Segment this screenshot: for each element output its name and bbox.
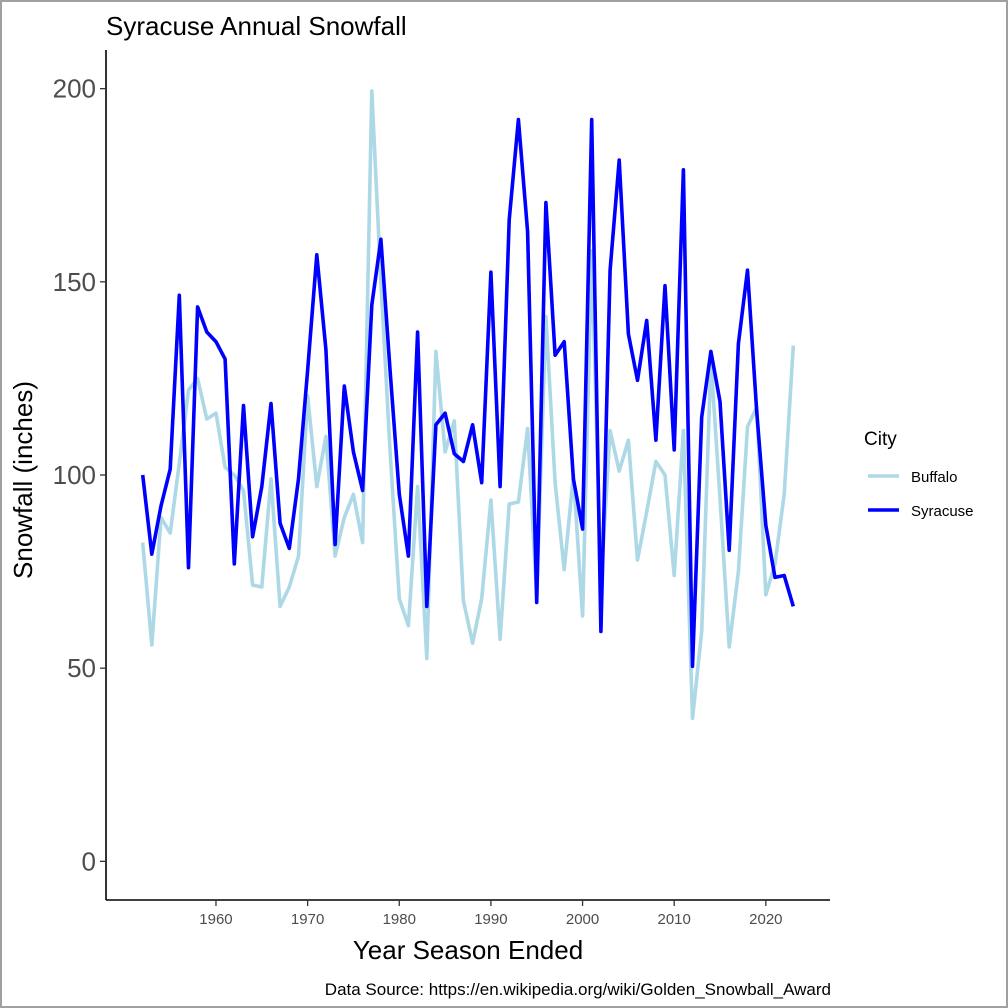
- y-tick-label: 0: [82, 846, 96, 876]
- y-tick-label: 150: [53, 267, 96, 297]
- x-tick-label: 1990: [474, 911, 507, 928]
- x-axis-title: Year Season Ended: [353, 935, 583, 965]
- x-tick-label: 2020: [749, 911, 782, 928]
- y-ticks: 0 50 100 150 200: [53, 74, 106, 876]
- legend-label-buffalo: Buffalo: [911, 469, 957, 486]
- y-tick-label: 200: [53, 74, 96, 104]
- x-tick-label: 1960: [199, 911, 232, 928]
- chart-title: Syracuse Annual Snowfall: [106, 11, 407, 41]
- series-line-syracuse: [140, 117, 796, 669]
- legend-title: City: [864, 429, 897, 450]
- x-tick-label: 2000: [566, 911, 599, 928]
- legend: City Buffalo Syracuse: [864, 429, 974, 520]
- x-tick-label: 1970: [291, 911, 324, 928]
- y-axis-title: Snowfall (inches): [8, 381, 38, 579]
- series-lines: [140, 89, 796, 721]
- series-line-buffalo: [140, 89, 796, 721]
- y-tick-label: 50: [67, 653, 96, 683]
- x-ticks: 1960 1970 1980 1990 2000 2010 2020: [199, 900, 783, 928]
- x-tick-label: 1980: [383, 911, 416, 928]
- x-tick-label: 2010: [658, 911, 691, 928]
- data-source-caption: Data Source: https://en.wikipedia.org/wi…: [325, 980, 831, 999]
- legend-label-syracuse: Syracuse: [911, 503, 974, 520]
- y-tick-label: 100: [53, 460, 96, 490]
